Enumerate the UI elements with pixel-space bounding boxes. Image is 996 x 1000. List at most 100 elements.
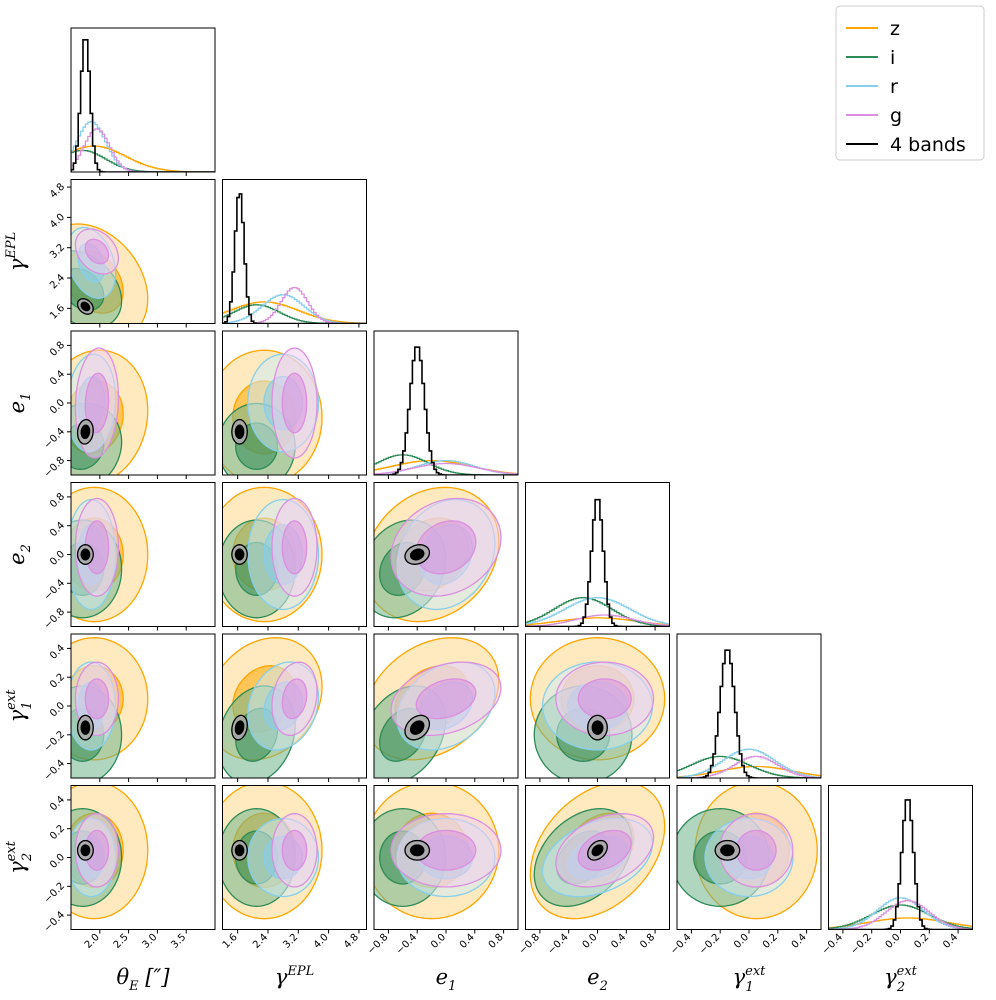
- contour-1sigma-4-bands: [234, 720, 245, 735]
- y-tick-label: −0.2: [42, 881, 67, 906]
- x-axis-label-gamma2_ext: γext 2: [884, 964, 918, 995]
- x-tick-label: 4.0: [312, 932, 331, 951]
- marginal-gamma_EPL-i: [222, 304, 367, 324]
- marginal-e2-g: [525, 614, 670, 627]
- marginal-gamma1_ext-4-bands: [677, 649, 821, 778]
- y-tick-label: −0.8: [42, 606, 67, 631]
- x-tick-label: 0.0: [884, 932, 903, 951]
- panel-e1-vs-theta_E: [71, 347, 149, 475]
- x-tick-label: 0.4: [609, 932, 628, 951]
- y-axis-label-e1: e1: [5, 393, 34, 414]
- panel-gamma_EPL-vs-theta_E: [71, 223, 149, 324]
- x-axis-label-gamma_EPL: γEPL: [275, 964, 314, 989]
- contour-1sigma-g: [415, 520, 477, 575]
- panel-gamma1_ext-vs-gamma_EPL: [222, 637, 323, 778]
- y-tick-label: 3.2: [48, 242, 67, 261]
- x-tick-label: 2.5: [112, 932, 131, 951]
- y-tick-label: 0.4: [48, 794, 67, 813]
- x-tick-label: 0.0: [429, 932, 448, 951]
- contour-1sigma-g: [84, 238, 110, 265]
- marginal-e2-r: [525, 597, 670, 627]
- panel-e2-vs-e2: [525, 498, 670, 627]
- contour-1sigma-4-bands: [409, 720, 425, 735]
- x-tick-label: −0.4: [820, 932, 845, 957]
- contour-1sigma-g: [415, 678, 477, 720]
- contour-1sigma-4-bands: [409, 548, 425, 561]
- legend-entry: z: [890, 18, 900, 40]
- x-tick-label: −0.2: [849, 932, 874, 957]
- contour-1sigma-g: [577, 678, 632, 720]
- marginal-gamma2_ext-r: [828, 897, 973, 930]
- panel-frame: [222, 482, 367, 627]
- y-tick-label: 1.6: [48, 303, 67, 322]
- contour-1sigma-g: [84, 829, 110, 871]
- panel-e2-vs-gamma_EPL: [222, 486, 323, 623]
- panel-gamma2_ext-vs-theta_E: [71, 785, 149, 920]
- panel-theta_E-vs-theta_E: [71, 39, 215, 172]
- contour-1sigma-4-bands: [234, 548, 245, 561]
- x-tick-label: 2.4: [251, 932, 270, 951]
- x-tick-label: −0.4: [669, 932, 694, 957]
- x-tick-label: 0.8: [487, 932, 506, 951]
- x-tick-label: 0.4: [790, 932, 809, 951]
- x-tick-label: −0.8: [366, 932, 391, 957]
- y-tick-label: 0.0: [48, 397, 67, 416]
- y-tick-label: 0.0: [48, 700, 67, 719]
- contour-1sigma-4-bands: [80, 720, 91, 735]
- x-axis-label-e2: e2: [587, 965, 608, 994]
- x-tick-label: 0.4: [458, 932, 477, 951]
- y-tick-label: −0.8: [42, 455, 67, 480]
- contour-1sigma-4-bands: [80, 424, 91, 440]
- panel-e2-vs-e1: [374, 486, 502, 623]
- x-tick-label: −0.8: [517, 932, 542, 957]
- x-tick-label: 0.2: [761, 932, 780, 951]
- y-axis-label-gamma1_ext: γext1: [4, 689, 35, 723]
- panel-gamma1_ext-vs-e1: [374, 637, 502, 778]
- panel-gamma1_ext-vs-theta_E: [71, 637, 149, 778]
- marginal-gamma1_ext-r: [677, 748, 821, 778]
- marginal-gamma1_ext-z: [677, 765, 821, 778]
- x-axis-label-theta_E: θE [″]: [116, 965, 170, 994]
- y-axis-label-e2: e2: [5, 544, 34, 565]
- contour-1sigma-4-bands: [720, 844, 735, 857]
- panel-frame: [222, 330, 367, 476]
- marginal-gamma2_ext-4-bands: [828, 799, 973, 930]
- marginal-gamma1_ext-i: [677, 755, 821, 778]
- panel-gamma2_ext-vs-gamma1_ext: [677, 785, 818, 920]
- marginal-gamma_EPL-r: [222, 294, 367, 324]
- y-tick-label: 4.8: [48, 181, 67, 200]
- x-axis-label-e1: e1: [436, 965, 457, 994]
- x-tick-label: 0.2: [912, 932, 931, 951]
- legend-entry: 4 bands: [890, 134, 966, 156]
- marginal-theta_E-g: [71, 128, 215, 172]
- y-tick-label: 2.4: [48, 272, 67, 291]
- marginal-e2-i: [525, 597, 670, 627]
- y-axis-label-gamma_EPL: γEPL: [4, 232, 29, 271]
- x-tick-label: 0.8: [638, 932, 657, 951]
- y-tick-label: −0.2: [42, 729, 67, 754]
- y-tick-label: −0.4: [42, 578, 67, 603]
- contour-1sigma-4-bands: [591, 720, 604, 735]
- contour-1sigma-g: [281, 520, 308, 575]
- contour-1sigma-4-bands: [234, 844, 245, 857]
- x-tick-label: −0.4: [394, 932, 419, 957]
- marginal-theta_E-4-bands: [71, 39, 215, 172]
- y-tick-label: −0.4: [42, 909, 67, 934]
- panel-frame: [676, 633, 822, 779]
- contour-1sigma-g: [415, 829, 477, 871]
- panel-gamma2_ext-vs-e2: [529, 785, 666, 920]
- marginal-gamma_EPL-4-bands: [222, 193, 367, 324]
- legend-frame: [835, 5, 985, 161]
- panel-gamma1_ext-vs-gamma1_ext: [677, 649, 821, 778]
- y-tick-label: 4.0: [48, 212, 67, 231]
- x-tick-label: −0.4: [546, 932, 571, 957]
- panel-gamma2_ext-vs-e1: [374, 785, 502, 920]
- contour-1sigma-4-bands: [80, 301, 91, 312]
- contour-1sigma-g: [281, 678, 308, 720]
- y-tick-label: 0.8: [48, 491, 67, 510]
- contour-1sigma-g: [281, 372, 308, 434]
- y-tick-label: 0.4: [48, 520, 67, 539]
- x-tick-label: 0.0: [581, 932, 600, 951]
